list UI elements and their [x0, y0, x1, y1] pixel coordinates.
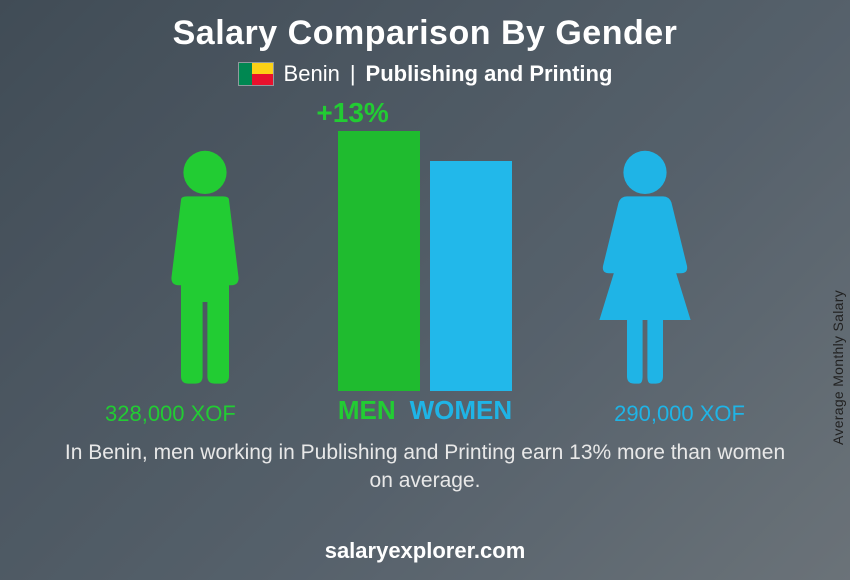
benin-flag-icon [238, 62, 274, 86]
summary-text: In Benin, men working in Publishing and … [55, 439, 795, 496]
percentage-difference-label: +13% [316, 97, 388, 129]
page-title: Salary Comparison By Gender [173, 14, 678, 53]
country-label: Benin [284, 61, 340, 87]
women-bar [430, 161, 512, 391]
woman-icon [585, 146, 705, 391]
bar-group [338, 131, 512, 391]
women-bar-label: WOMEN [410, 395, 513, 426]
flag-green-stripe [239, 63, 253, 85]
subtitle-divider: | [350, 61, 356, 87]
y-axis-label: Average Monthly Salary [830, 290, 846, 445]
man-icon [145, 146, 265, 391]
women-salary-value: 290,000 XOF [614, 401, 745, 427]
sector-label: Publishing and Printing [366, 61, 613, 87]
chart-area: +13% MEN WOMEN 328,000 XOF 290,000 XOF [65, 97, 785, 427]
men-bar-label: MEN [338, 395, 396, 426]
men-salary-value: 328,000 XOF [105, 401, 236, 427]
subtitle-row: Benin | Publishing and Printing [238, 61, 613, 87]
source-footer: salaryexplorer.com [0, 538, 850, 564]
men-bar [338, 131, 420, 391]
flag-yellow-stripe [252, 63, 272, 74]
flag-red-stripe [252, 74, 272, 85]
